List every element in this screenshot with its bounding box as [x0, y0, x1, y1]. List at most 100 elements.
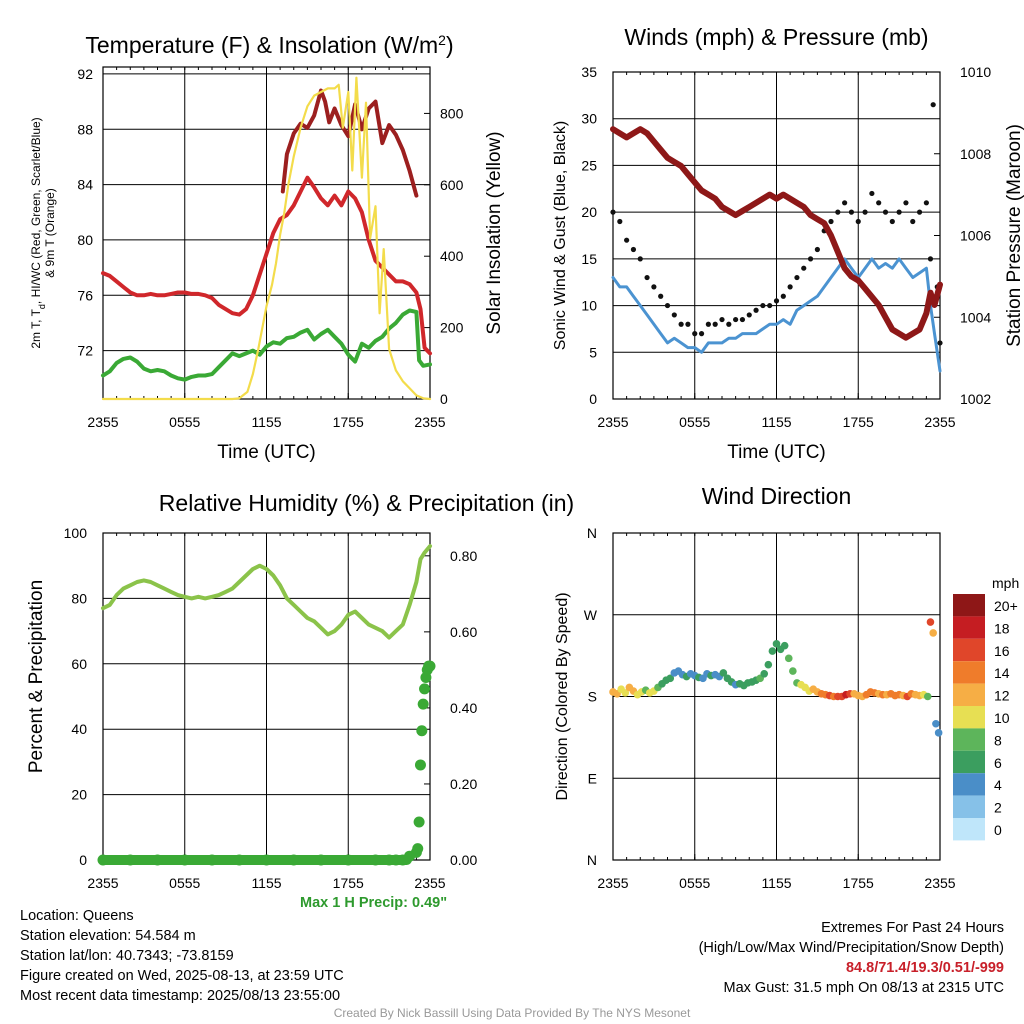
y-right-tick-label: 0.80 [450, 548, 477, 564]
legend-label: 20+ [994, 598, 1018, 614]
legend-title: mph [992, 575, 1019, 591]
max-precip-label: Max 1 H Precip: 0.49" [300, 895, 448, 911]
y-tick-label: 0 [589, 391, 597, 407]
legend-label: 0 [994, 822, 1002, 838]
x-tick-label: 1755 [843, 414, 874, 430]
gust-point [773, 298, 780, 304]
precip-point [342, 854, 354, 866]
gust-point [910, 218, 916, 225]
gust-point [678, 321, 684, 327]
direction-point [789, 667, 797, 675]
extremes-legend: (High/Low/Max Wind/Precipitation/Snow De… [698, 940, 1004, 956]
location-text: Location: Queens [20, 908, 134, 924]
series-line-1 [101, 308, 432, 382]
station-info: Location: Queens Station elevation: 54.5… [20, 906, 344, 1006]
panel-winds: 2355 0555 1155 1755 235505101520253035100210… [552, 24, 1024, 463]
y-tick-label: 84 [77, 177, 93, 193]
y-axis-label: Sonic Wind & Gust (Blue, Black) [552, 121, 569, 350]
legend-label: 8 [994, 732, 1002, 748]
y-right-tick-label: 800 [440, 105, 464, 121]
legend-swatch [953, 818, 985, 841]
legend-swatch [953, 638, 985, 662]
y-tick-label: 72 [77, 343, 93, 359]
y-axis-label: Direction (Colored By Speed) [554, 592, 571, 800]
legend-label: 6 [994, 755, 1002, 771]
gust-point [927, 256, 934, 262]
gust-point [869, 190, 875, 197]
gust-point [630, 246, 637, 253]
direction-point [934, 729, 943, 737]
x-tick-label: 1155 [761, 875, 791, 891]
y-tick-label: 20 [581, 204, 597, 220]
legend-label: 16 [994, 643, 1010, 659]
gust-point [889, 218, 895, 225]
chart-title: Relative Humidity (%) & Precipitation (i… [159, 490, 574, 516]
precip-point [288, 854, 300, 866]
x-tick-label: 2355 [87, 414, 118, 430]
gust-point [753, 307, 759, 313]
gust-point [916, 209, 923, 215]
recent-data-text: Most recent data timestamp: 2025/08/13 2… [20, 988, 341, 1004]
gust-point [930, 102, 936, 108]
max-gust-text: Max Gust: 31.5 mph On 08/13 at 2315 UTC [723, 980, 1004, 996]
y-right-tick-label: 1006 [960, 228, 991, 244]
gust-point [794, 274, 800, 281]
y-tick-label: S [588, 689, 597, 705]
gust-point [842, 200, 848, 206]
y-right-axis-label: Solar Insolation (Yellow) [484, 131, 505, 334]
gust-point [739, 316, 746, 323]
x-tick-label: 1155 [251, 414, 281, 430]
y-tick-label: N [587, 525, 597, 541]
precip-point [370, 854, 381, 866]
y-tick-label: W [584, 607, 598, 623]
y-right-tick-label: 400 [440, 248, 464, 264]
precip-point [419, 683, 431, 695]
gust-point [692, 331, 698, 337]
x-tick-label: 2355 [597, 875, 628, 891]
gust-point [712, 321, 718, 327]
x-tick-label: 1155 [251, 875, 281, 891]
y-tick-label: 25 [581, 157, 597, 173]
gust-point [835, 209, 841, 215]
x-axis-label: Time (UTC) [217, 442, 316, 463]
y-axis-label-end: , HI/WC (Red, Green, Scarlet/Blue) [29, 117, 43, 304]
series-line-3 [101, 76, 432, 401]
gust-point [658, 293, 664, 299]
extremes-values: 84.8/71.4/19.3/0.51/-999 [845, 960, 1004, 976]
x-tick-label: 2355 [924, 414, 955, 430]
gust-point [767, 302, 773, 309]
direction-point [932, 719, 940, 728]
latlon-text: Station lat/lon: 40.7343; -73.8159 [20, 948, 234, 964]
x-tick-label: 1755 [843, 875, 874, 891]
precip-point [416, 725, 428, 737]
gust-point [726, 321, 732, 327]
y-axis-label: 2m T, Td, HI/WC (Red, Green, Scarlet/Blu… [29, 117, 47, 348]
series-line-0 [101, 175, 432, 356]
gust-point [828, 218, 834, 225]
x-tick-label: 1155 [761, 414, 791, 430]
direction-point [666, 674, 675, 683]
direction-point [768, 647, 777, 655]
y-tick-label: 80 [77, 232, 93, 248]
created-text: Figure created on Wed, 2025-08-13, at 23… [20, 968, 344, 984]
gust-point [814, 246, 820, 253]
gust-point [903, 200, 909, 206]
x-tick-label: 1755 [333, 414, 364, 430]
direction-point [719, 669, 728, 677]
precip-point [152, 854, 163, 866]
y-tick-label: 92 [77, 66, 93, 82]
x-tick-label: 0555 [679, 875, 710, 891]
x-tick-label: 0555 [679, 414, 710, 430]
direction-point [923, 692, 932, 701]
gust-point [617, 218, 623, 225]
precip-point [414, 759, 426, 771]
legend-swatch [953, 683, 985, 706]
legend-label: 18 [994, 620, 1010, 636]
gust-point [664, 302, 671, 309]
direction-point [621, 689, 630, 697]
y-tick-label: 100 [64, 525, 88, 541]
precip-point [417, 698, 429, 710]
y-right-tick-label: 200 [440, 320, 464, 336]
y-right-tick-label: 1004 [960, 309, 991, 325]
